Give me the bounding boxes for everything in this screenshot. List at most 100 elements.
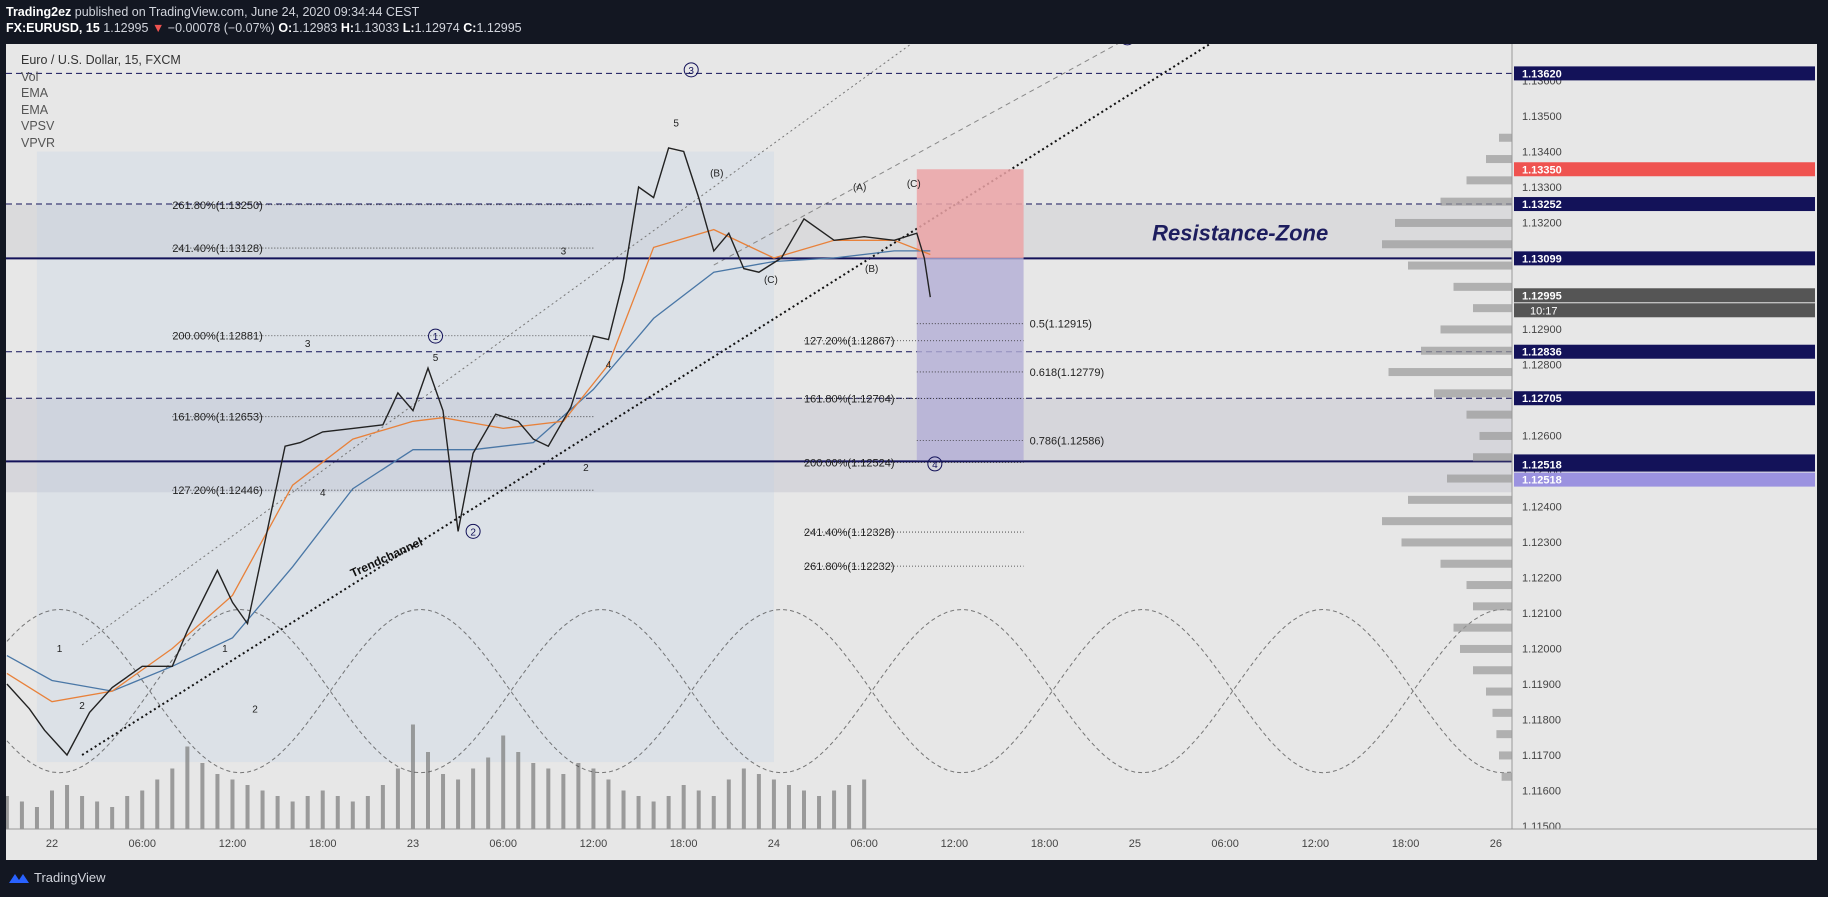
price-tick-label: 1.12400 bbox=[1522, 502, 1562, 514]
elliott-wave-label: (A) bbox=[853, 183, 866, 194]
volume-bar bbox=[365, 796, 370, 829]
time-tick-label: 18:00 bbox=[670, 838, 698, 850]
elliott-wave-circled-label: 1 bbox=[433, 332, 439, 343]
volume-bar bbox=[786, 785, 791, 829]
price-tick-label: 1.12200 bbox=[1522, 573, 1562, 585]
fib-extension-label: 161.80%(1.12704) bbox=[804, 394, 895, 406]
volume-bar bbox=[305, 796, 310, 829]
close-value: 1.12995 bbox=[476, 21, 522, 35]
fib-extension-label: 127.20%(1.12867) bbox=[804, 336, 895, 348]
price-tag-label: 1.12518 bbox=[1522, 460, 1562, 472]
price-tick-label: 1.13300 bbox=[1522, 182, 1562, 194]
volume-profile-bar bbox=[1486, 155, 1512, 164]
fib-extension-label: 161.80%(1.12653) bbox=[172, 412, 263, 424]
time-tick-label: 18:00 bbox=[1392, 838, 1420, 850]
volume-bar bbox=[621, 790, 626, 829]
published-info: published on TradingView.com, June 24, 2… bbox=[71, 5, 420, 19]
author-name[interactable]: Trading2ez bbox=[6, 5, 72, 19]
elliott-wave-label: 2 bbox=[79, 701, 85, 712]
time-tick-label: 22 bbox=[46, 838, 58, 850]
symbol-label[interactable]: FX:EURUSD, 15 bbox=[6, 21, 100, 35]
price-tag-label: 1.13099 bbox=[1522, 253, 1562, 265]
volume-bar bbox=[110, 807, 115, 829]
price-tag bbox=[1514, 197, 1815, 212]
volume-profile-bar bbox=[1499, 751, 1512, 760]
volume-bar bbox=[441, 774, 446, 829]
volume-profile-bar bbox=[1440, 325, 1512, 334]
volume-bar bbox=[802, 790, 806, 829]
volume-bar bbox=[531, 763, 536, 829]
volume-profile-bar bbox=[1421, 346, 1512, 355]
time-tick-label: 06:00 bbox=[1211, 838, 1239, 850]
volume-profile-bar bbox=[1492, 708, 1512, 717]
price-tag-label: 1.12836 bbox=[1522, 347, 1562, 359]
elliott-wave-label: (B) bbox=[865, 264, 878, 275]
legend-indicator-vpvr[interactable]: VPVR bbox=[21, 135, 56, 150]
volume-bar bbox=[335, 796, 340, 829]
volume-bar bbox=[275, 796, 280, 829]
volume-profile-bar bbox=[1501, 772, 1512, 781]
ema-fast-line bbox=[6, 228, 931, 703]
volume-bar bbox=[230, 779, 235, 829]
volume-bar bbox=[741, 768, 746, 829]
tradingview-logo-icon[interactable] bbox=[8, 871, 30, 885]
legend-indicator-ema-slow[interactable]: EMA bbox=[21, 102, 49, 117]
chart-area[interactable]: 261.80%(1.13250) 241.40%(1.13128) 200.00%(… bbox=[6, 44, 1817, 860]
volume-profile-bar bbox=[1440, 197, 1512, 206]
wave-circle bbox=[428, 328, 444, 344]
fib-retracement-label: 0.786(1.12586) bbox=[1030, 435, 1105, 447]
volume-bar bbox=[380, 785, 385, 829]
volume-bar bbox=[6, 796, 9, 829]
support-zone-band bbox=[6, 398, 1512, 493]
legend-indicator-vol[interactable]: Vol bbox=[21, 69, 39, 84]
price-tag-label: 1.12518 bbox=[1522, 475, 1562, 487]
fib-extension-label: 200.00%(1.12881) bbox=[172, 331, 263, 343]
volume-profile-bar bbox=[1401, 538, 1512, 547]
last-price: 1.12995 bbox=[103, 21, 149, 35]
price-tag bbox=[1514, 344, 1815, 359]
legend-symbol[interactable]: Euro / U.S. Dollar, 15, FXCM bbox=[21, 53, 181, 67]
profit-target-zone bbox=[916, 258, 1024, 461]
elliott-wave-circled-label: 5 bbox=[1125, 44, 1131, 45]
volume-bar bbox=[576, 763, 581, 829]
elliott-wave-label: 5 bbox=[433, 353, 439, 364]
time-tick-label: 12:00 bbox=[941, 838, 969, 850]
volume-bar bbox=[817, 796, 822, 829]
elliott-wave-label: 2 bbox=[583, 463, 589, 474]
stop-loss-zone bbox=[916, 169, 1024, 258]
volume-bar bbox=[395, 768, 400, 829]
price-tick-label: 1.12300 bbox=[1522, 537, 1562, 549]
volume-profile-bar bbox=[1440, 559, 1512, 568]
volume-profile-bar bbox=[1453, 623, 1512, 632]
volume-bar bbox=[50, 790, 54, 829]
wave-circle bbox=[465, 523, 481, 539]
price-tag-label: 1.12995 bbox=[1522, 290, 1562, 302]
chart-canvas[interactable]: 261.80%(1.13250) 241.40%(1.13128) 200.00%(… bbox=[6, 44, 1817, 860]
volume-bar bbox=[666, 796, 671, 829]
price-tick-label: 1.12000 bbox=[1522, 644, 1562, 656]
volume-profile-bar bbox=[1466, 176, 1512, 185]
price-tick-label: 1.13500 bbox=[1522, 111, 1562, 123]
price-tick-label: 1.13400 bbox=[1522, 147, 1562, 159]
fib-extension-label: 241.40%(1.12328) bbox=[804, 527, 895, 539]
volume-profile-bar bbox=[1408, 495, 1512, 504]
elliott-wave-label: 5 bbox=[673, 119, 679, 130]
elliott-wave-label: 4 bbox=[320, 488, 326, 499]
price-tick-label: 1.13200 bbox=[1522, 218, 1562, 230]
brand-name[interactable]: TradingView bbox=[34, 870, 106, 885]
volume-bar bbox=[832, 790, 837, 829]
volume-bar bbox=[290, 801, 295, 829]
volume-profile-range-box bbox=[36, 151, 774, 763]
volume-bar bbox=[591, 768, 596, 829]
time-tick-label: 18:00 bbox=[309, 838, 337, 850]
legend-indicator-vpsv[interactable]: VPSV bbox=[21, 119, 55, 133]
volume-profile-bar bbox=[1466, 581, 1512, 590]
price-tick-label: 1.12600 bbox=[1522, 431, 1562, 443]
volume-bar bbox=[125, 796, 130, 829]
resistance-zone-band bbox=[6, 204, 1512, 258]
ema-slow-line bbox=[6, 250, 931, 692]
price-tick-label: 1.11600 bbox=[1522, 786, 1561, 798]
resistance-zone-label: Resistance-Zone bbox=[1152, 220, 1328, 245]
volume-bar bbox=[546, 768, 551, 829]
legend-indicator-ema-fast[interactable]: EMA bbox=[21, 86, 49, 100]
